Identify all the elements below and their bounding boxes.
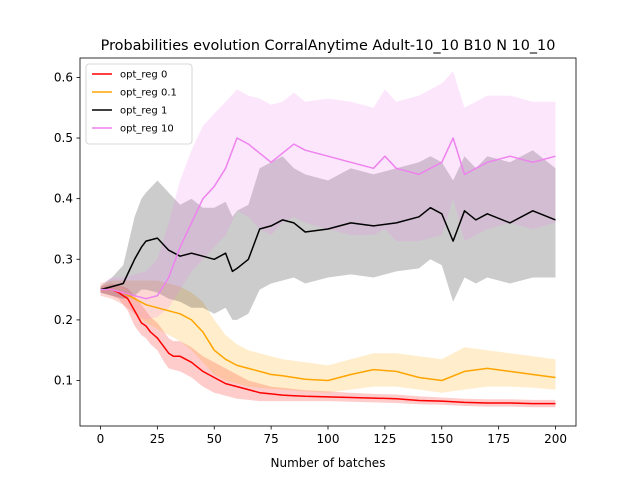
series-line-opt-reg-0 <box>100 288 556 405</box>
band-opt-reg-1 <box>100 150 556 320</box>
band-opt-reg-0 <box>100 283 556 408</box>
x-axis-label: Number of batches <box>271 456 386 470</box>
confidence-bands <box>100 71 556 408</box>
chart-title: Probabilities evolution CorralAnytime Ad… <box>101 38 556 54</box>
legend-label: opt_reg 1 <box>120 106 167 117</box>
x-axis-ticks: 0 25 50 75 100 125 150 175 200 <box>97 426 567 446</box>
legend-label: opt_reg 0 <box>120 70 167 81</box>
y-tick-label: 0.5 <box>54 131 73 145</box>
band-opt-reg-10 <box>100 71 556 320</box>
y-tick-label: 0.6 <box>54 70 73 84</box>
x-tick-label: 150 <box>430 432 453 446</box>
x-tick-label: 0 <box>97 432 105 446</box>
x-tick-label: 200 <box>544 432 567 446</box>
x-tick-label: 50 <box>207 432 222 446</box>
y-tick-label: 0.4 <box>54 192 73 206</box>
x-tick-label: 25 <box>150 432 165 446</box>
legend-label: opt_reg 0.1 <box>120 88 177 99</box>
band-opt-reg-0-1 <box>100 280 556 393</box>
x-tick-label: 100 <box>317 432 340 446</box>
x-tick-label: 125 <box>373 432 396 446</box>
x-tick-label: 175 <box>487 432 510 446</box>
legend: opt_reg 0 opt_reg 0.1 opt_reg 1 opt_reg 10 <box>85 63 193 145</box>
legend-box <box>85 63 193 145</box>
x-tick-label: 75 <box>263 432 278 446</box>
y-axis-ticks: 0.1 0.2 0.3 0.4 0.5 0.6 <box>54 70 80 388</box>
series-line-opt-reg-10 <box>100 137 556 300</box>
y-tick-label: 0.3 <box>54 252 73 266</box>
y-tick-label: 0.2 <box>54 313 73 327</box>
series-line-opt-reg-1 <box>100 206 556 291</box>
legend-label: opt_reg 10 <box>120 124 174 135</box>
series-line-opt-reg-0-1 <box>100 288 556 382</box>
series-lines <box>100 137 556 405</box>
y-tick-label: 0.1 <box>54 374 73 388</box>
